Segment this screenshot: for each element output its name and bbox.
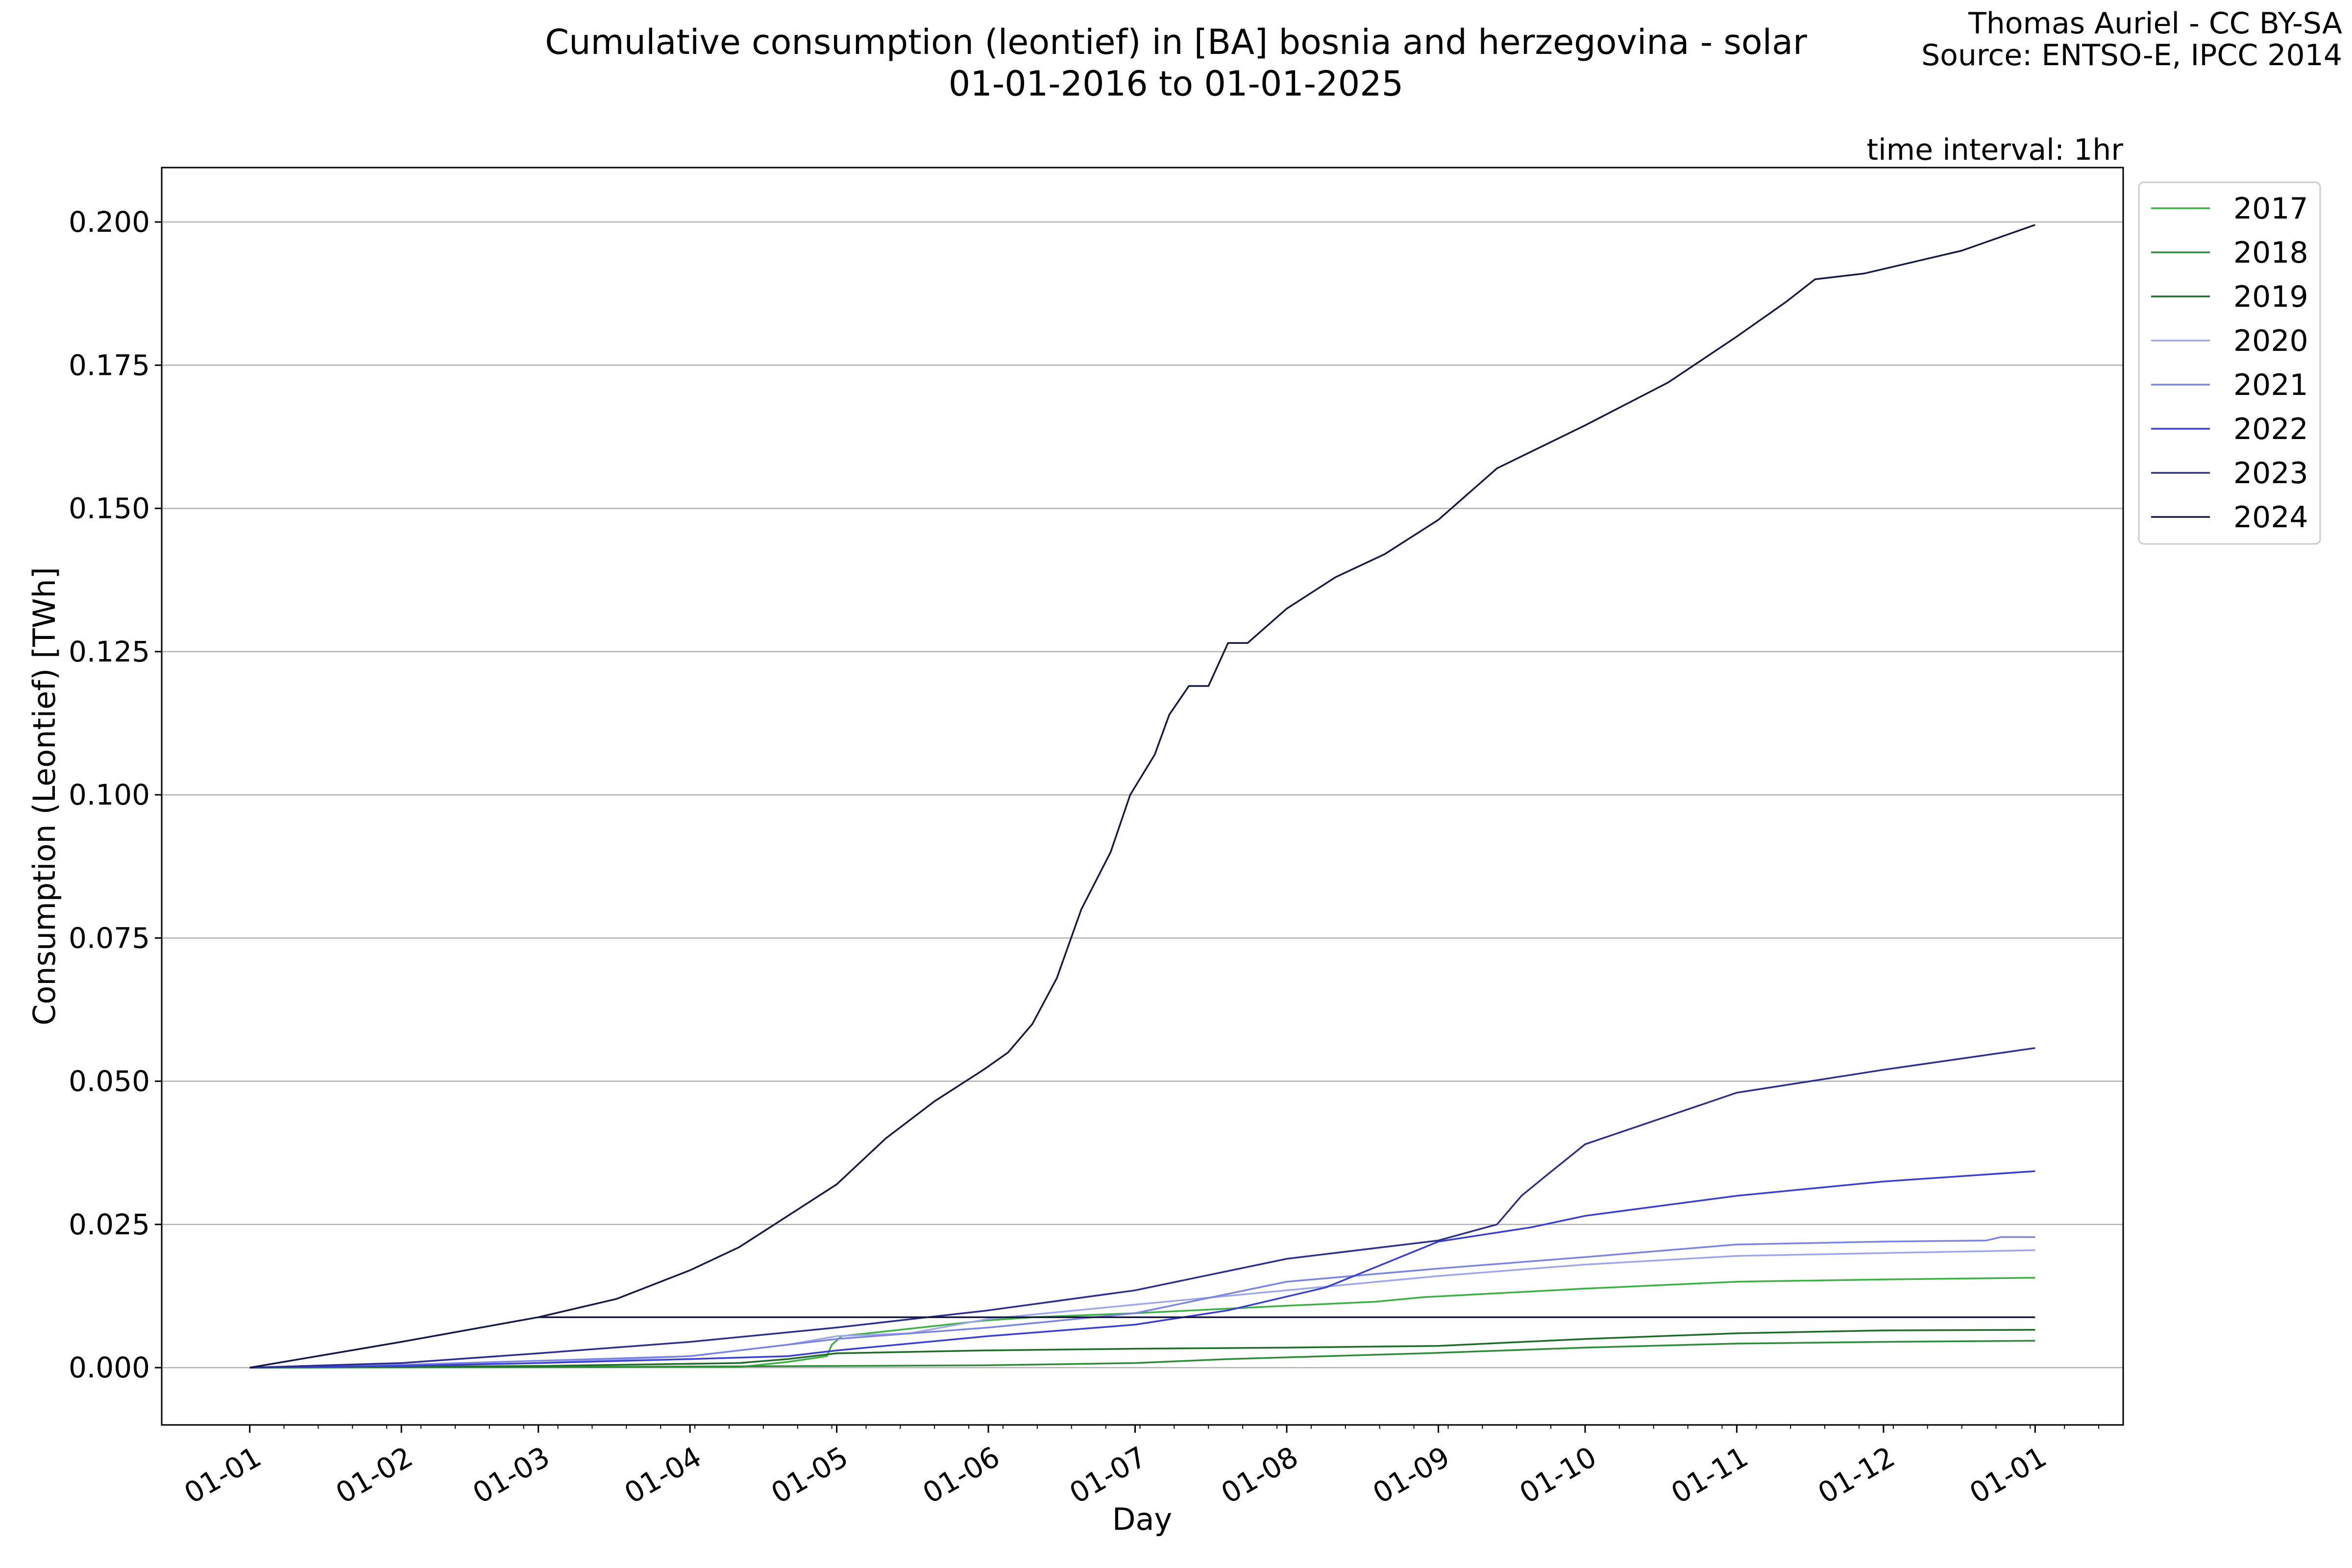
series-line-2019 bbox=[249, 1329, 2035, 1369]
x-tick-label: 01-01 bbox=[178, 1440, 267, 1510]
legend: 2017 2018 2019 2020 2021 2022 2023 2024 bbox=[2138, 181, 2321, 545]
legend-label-2018: 2018 bbox=[2233, 236, 2308, 270]
legend-label-2017: 2017 bbox=[2233, 192, 2308, 226]
legend-label-2022: 2022 bbox=[2233, 412, 2308, 446]
series-line-2023 bbox=[249, 1047, 2035, 1369]
x-tick-label: 01-08 bbox=[1216, 1440, 1304, 1510]
y-axis: 0.000 0.025 0.050 0.075 0.100 0.125 0.150 0.175… bbox=[69, 205, 162, 1384]
chart-header: Cumulative consumption (leontief) in [BA… bbox=[545, 6, 2342, 167]
x-axis: 01-01 01-02 01-03 01-04 01-05 01-06 01-07 01-08… bbox=[178, 1425, 2100, 1510]
chart-subtitle: 01-01-2016 to 01-01-2025 bbox=[949, 64, 1403, 104]
plot-series bbox=[249, 224, 2035, 1369]
y-tick-label: 0.125 bbox=[69, 635, 150, 668]
series-line-2024 bbox=[249, 224, 2035, 1369]
x-tick-label: 01-12 bbox=[1812, 1440, 1900, 1510]
time-interval-label: time interval: 1hr bbox=[1866, 133, 2123, 167]
y-tick-label: 0.100 bbox=[69, 778, 150, 811]
x-tick-label: 01-01 bbox=[1964, 1440, 2052, 1510]
chart-title: Cumulative consumption (leontief) in [BA… bbox=[545, 22, 1807, 62]
x-tick-label: 01-04 bbox=[619, 1440, 707, 1510]
y-tick-label: 0.025 bbox=[69, 1208, 150, 1241]
y-tick-label: 0.150 bbox=[69, 492, 150, 525]
x-tick-label: 01-05 bbox=[765, 1440, 854, 1510]
y-tick-label: 0.000 bbox=[69, 1351, 150, 1384]
x-tick-label: 01-06 bbox=[917, 1440, 1005, 1510]
series-line-2020 bbox=[249, 1249, 2035, 1369]
series-line-2022 bbox=[249, 1170, 2035, 1369]
x-tick-label: 01-10 bbox=[1514, 1440, 1602, 1510]
y-axis-label: Consumption (Leontief) [TWh] bbox=[26, 567, 62, 1026]
plot-frame bbox=[161, 167, 2124, 1426]
x-tick-label: 01-11 bbox=[1666, 1440, 1754, 1510]
legend-label-2023: 2023 bbox=[2233, 456, 2308, 490]
gridlines bbox=[162, 221, 2123, 1369]
y-tick-label: 0.050 bbox=[69, 1065, 150, 1098]
series-line-2018 bbox=[249, 1340, 2035, 1369]
x-tick-label: 01-09 bbox=[1367, 1440, 1455, 1510]
y-tick-label: 0.075 bbox=[69, 921, 150, 955]
credit-source: Source: ENTSO-E, IPCC 2014 bbox=[1921, 38, 2342, 73]
x-tick-label: 01-03 bbox=[467, 1440, 555, 1510]
legend-frame bbox=[2138, 181, 2321, 545]
series-line-2017 bbox=[249, 1276, 2035, 1369]
legend-label-2020: 2020 bbox=[2233, 324, 2308, 358]
legend-label-2024: 2024 bbox=[2233, 500, 2308, 535]
legend-label-2021: 2021 bbox=[2233, 368, 2308, 402]
legend-label-2019: 2019 bbox=[2233, 280, 2308, 314]
x-tick-label: 01-02 bbox=[330, 1440, 418, 1510]
x-axis-label: Day bbox=[1112, 1501, 1172, 1537]
y-tick-label: 0.175 bbox=[69, 348, 150, 382]
x-tick-label: 01-07 bbox=[1064, 1440, 1152, 1510]
credit-author: Thomas Auriel - CC BY-SA bbox=[1968, 6, 2342, 41]
y-tick-label: 0.200 bbox=[69, 205, 150, 239]
series-line-2021 bbox=[249, 1236, 2035, 1369]
